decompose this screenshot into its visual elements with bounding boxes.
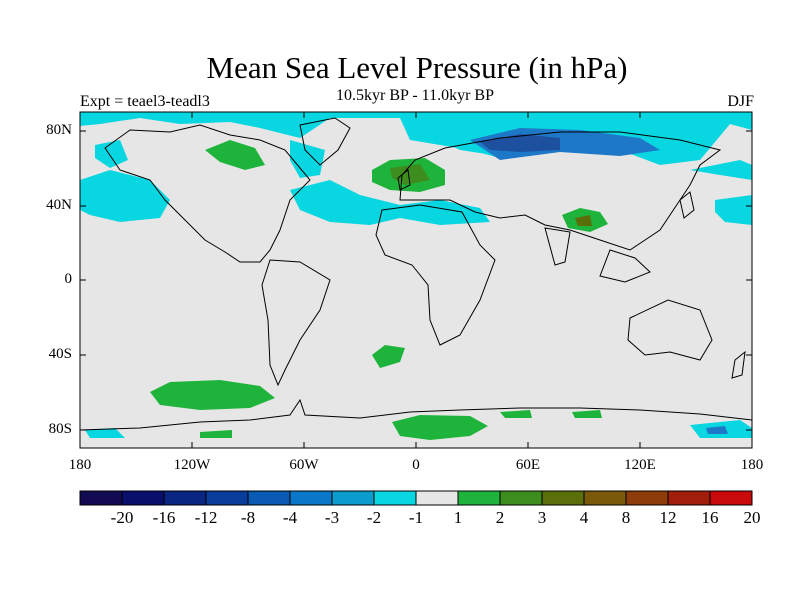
- anomaly-region-cyan: [95, 140, 128, 168]
- lat-tick-label: 40S: [48, 346, 72, 362]
- lon-tick-label: 120W: [173, 457, 211, 473]
- lat-tick-label: 80S: [48, 421, 72, 437]
- anomaly-region-cyan: [80, 112, 752, 165]
- colorbar-swatch: [79, 490, 123, 506]
- coastline-japan: [679, 191, 695, 219]
- coastline-british-isles: [397, 169, 411, 191]
- colorbar-label: -16: [152, 508, 176, 527]
- lat-tick-label: 0: [64, 271, 73, 287]
- colorbar-swatch: [373, 490, 417, 506]
- colorbar-label: -4: [282, 508, 298, 527]
- colorbar-swatch: [331, 490, 375, 506]
- colorbar-label: -20: [110, 508, 134, 527]
- coastlines: [79, 117, 753, 431]
- coastline-greenland: [299, 117, 351, 166]
- lon-tick-label: 120E: [624, 457, 656, 473]
- anomaly-region-cyan: [290, 180, 490, 225]
- time-period-label: 10.5kyr BP - 11.0kyr BP: [336, 87, 494, 104]
- anomaly-region-green: [500, 410, 532, 418]
- colorbar-label: 3: [537, 508, 547, 527]
- lon-tick-label: 180: [68, 457, 92, 473]
- coastline-southeast-asia: [599, 249, 651, 283]
- lon-tick-label: 60W: [289, 457, 319, 473]
- colorbar-swatch: [709, 490, 753, 506]
- colorbar-label: 2: [495, 508, 505, 527]
- colorbar-swatch: [625, 490, 669, 506]
- colorbar-label: -2: [366, 508, 382, 527]
- colorbar-swatch: [499, 490, 543, 506]
- colorbar-swatch: [415, 490, 459, 506]
- colorbar-swatch: [163, 490, 207, 506]
- colorbar-label: 1: [453, 508, 463, 527]
- anomaly-region-blue: [706, 426, 728, 434]
- anomaly-region-cyan: [85, 428, 125, 438]
- coastline-india: [544, 227, 571, 266]
- anomaly-region-green: [200, 430, 232, 438]
- anomaly-region-green: [205, 140, 265, 170]
- colorbar-swatch: [541, 490, 585, 506]
- coastline-south-america: [261, 259, 331, 387]
- colorbar-label: -3: [324, 508, 340, 527]
- coastline-africa: [375, 204, 496, 346]
- lon-tick-label: 180: [740, 457, 764, 473]
- colorbar-label: 20: [743, 508, 761, 527]
- anomaly-region-dark-green: [390, 164, 430, 185]
- colorbar-swatch: [457, 490, 501, 506]
- anomaly-region-brown: [575, 215, 592, 226]
- colorbar-label: 12: [659, 508, 677, 527]
- colorbar-swatch: [121, 490, 165, 506]
- colorbar-swatch: [205, 490, 249, 506]
- colorbar: [79, 490, 753, 506]
- colorbar-label: 16: [701, 508, 719, 527]
- anomaly-region-green: [572, 410, 602, 418]
- map-axes: [79, 111, 753, 449]
- coastline-new-zealand: [731, 350, 746, 379]
- colorbar-label: -1: [408, 508, 424, 527]
- anomaly-region-cyan: [290, 140, 325, 178]
- anomaly-region-green: [392, 415, 488, 440]
- colorbar-label: -12: [194, 508, 218, 527]
- coastline-antarctica: [79, 398, 753, 431]
- coastline-australia: [627, 299, 713, 361]
- colorbar-swatch: [247, 490, 291, 506]
- colorbar-label: 8: [621, 508, 631, 527]
- colorbar-swatch: [289, 490, 333, 506]
- colorbar-label: 4: [579, 508, 589, 527]
- lat-tick-label: 80N: [46, 122, 72, 138]
- colorbar-swatch: [667, 490, 711, 506]
- anomaly-region-green: [372, 345, 405, 368]
- experiment-label: Expt = teael3-teadl3: [80, 93, 210, 110]
- anomaly-region-cyan: [690, 160, 752, 180]
- season-label: DJF: [727, 93, 754, 110]
- anomaly-region-green: [150, 380, 275, 410]
- lon-tick-label: 0: [412, 457, 420, 473]
- lon-tick-label: 60E: [515, 457, 541, 473]
- chart-title: Mean Sea Level Pressure (in hPa): [206, 50, 628, 85]
- lat-tick-label: 40N: [46, 197, 72, 213]
- anomaly-region-cyan: [80, 170, 170, 222]
- colorbar-label: -8: [240, 508, 256, 527]
- coastline-north-america: [104, 124, 311, 263]
- colorbar-swatch: [583, 490, 627, 506]
- anomaly-region-cyan: [715, 195, 752, 225]
